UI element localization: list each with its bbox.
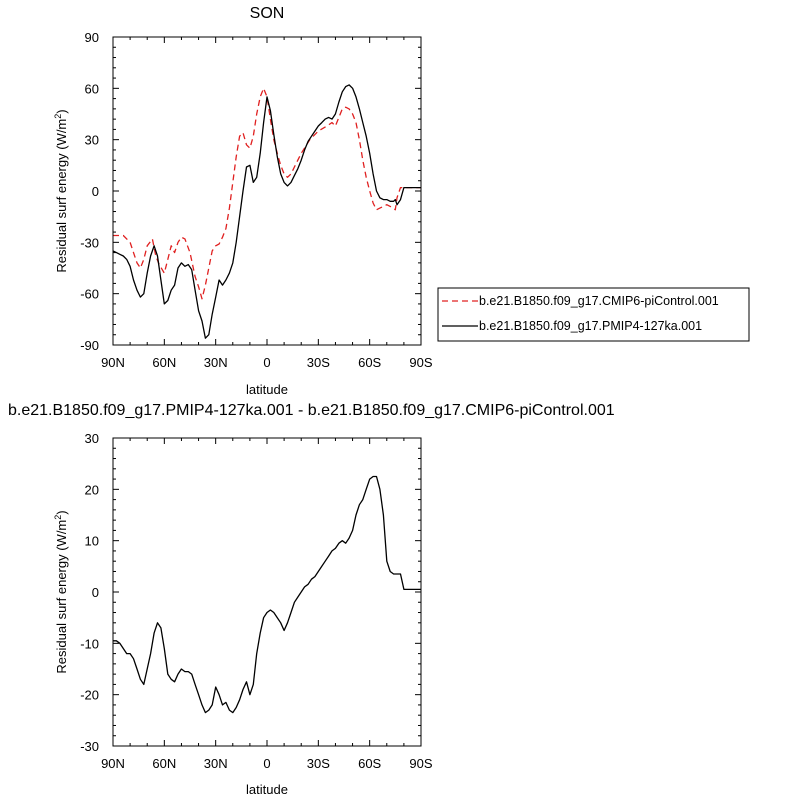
top-series-line-1 [112, 84, 421, 339]
top-ytick-label: -60 [80, 287, 99, 302]
top-xtick-label: 60N [152, 355, 176, 370]
top-panel-ylabel-main: Residual surf energy (W/m [54, 119, 69, 273]
top-ytick-label: 0 [92, 184, 99, 199]
top-panel-ylabel-close: ) [54, 109, 69, 113]
top-ytick-label: -90 [80, 338, 99, 353]
bottom-xtick-label: 60N [152, 756, 176, 771]
top-xtick-label: 60S [358, 355, 381, 370]
legend-label-127ka: b.e21.B1850.f09_g17.PMIP4-127ka.001 [479, 319, 702, 333]
top-panel-marks: 90N 60N 30N 0 30S 60S 90S -90 -60 -30 0 30 60 90 [80, 30, 433, 370]
top-series-line-0 [113, 87, 421, 300]
bottom-ytick-label: -20 [80, 688, 99, 703]
top-xtick-label: 30N [204, 355, 228, 370]
top-ytick-label: 60 [85, 81, 99, 96]
bottom-xtick-label: 30N [204, 756, 228, 771]
top-xtick-label: 30S [307, 355, 330, 370]
top-panel-ylabel-sup: 2 [53, 114, 63, 119]
bottom-xtick-label: 60S [358, 756, 381, 771]
top-xtick-label: 90N [101, 355, 125, 370]
bottom-ytick-label: -10 [80, 636, 99, 651]
legend: b.e21.B1850.f09_g17.CMIP6-piControl.001 … [437, 287, 750, 342]
bottom-panel-frame [112, 437, 422, 747]
bottom-panel-ylabel-main: Residual surf energy (W/m [54, 520, 69, 674]
bottom-panel-xlabel: latitude [246, 782, 288, 797]
bottom-ytick-label: 30 [85, 431, 99, 446]
bottom-panel-marks: 90N 60N 30N 0 30S 60S 90S -30 -20 -10 0 10 20 30 [80, 431, 433, 771]
bottom-xtick-label: 90N [101, 756, 125, 771]
top-ytick-label: -30 [80, 235, 99, 250]
bottom-panel-title: b.e21.B1850.f09_g17.PMIP4-127ka.001 - b.… [8, 402, 615, 419]
bottom-panel-ylabel: Residual surf energy (W/m2) [53, 510, 69, 673]
bottom-xtick-label: 0 [263, 756, 270, 771]
bottom-xtick-label: 30S [307, 756, 330, 771]
bottom-xtick-label: 90S [409, 756, 432, 771]
bottom-ytick-label: 10 [85, 534, 99, 549]
top-ytick-label: 30 [85, 133, 99, 148]
bottom-ytick-label: 0 [92, 585, 99, 600]
top-panel-ylabel: Residual surf energy (W/m2) [53, 109, 69, 272]
top-panel-xlabel: latitude [246, 382, 288, 397]
top-xtick-label: 0 [263, 355, 270, 370]
top-xtick-label: 90S [409, 355, 432, 370]
top-panel: SON 90N 60N 30N 0 30S 60S 90S-90-60-300306090 … [53, 5, 750, 397]
bottom-panel: b.e21.B1850.f09_g17.PMIP4-127ka.001 - b.… [8, 402, 615, 797]
legend-label-picontrol: b.e21.B1850.f09_g17.CMIP6-piControl.001 [479, 294, 719, 308]
legend-box [437, 287, 750, 342]
bottom-panel-ylabel-close: ) [54, 510, 69, 514]
bottom-series-line-0 [113, 475, 421, 714]
top-panel-frame [112, 36, 422, 346]
top-ytick-label: 90 [85, 30, 99, 45]
top-panel-title: SON [250, 5, 285, 22]
bottom-panel-ylabel-sup: 2 [53, 515, 63, 520]
bottom-ytick-label: 20 [85, 482, 99, 497]
bottom-ytick-label: -30 [80, 739, 99, 754]
